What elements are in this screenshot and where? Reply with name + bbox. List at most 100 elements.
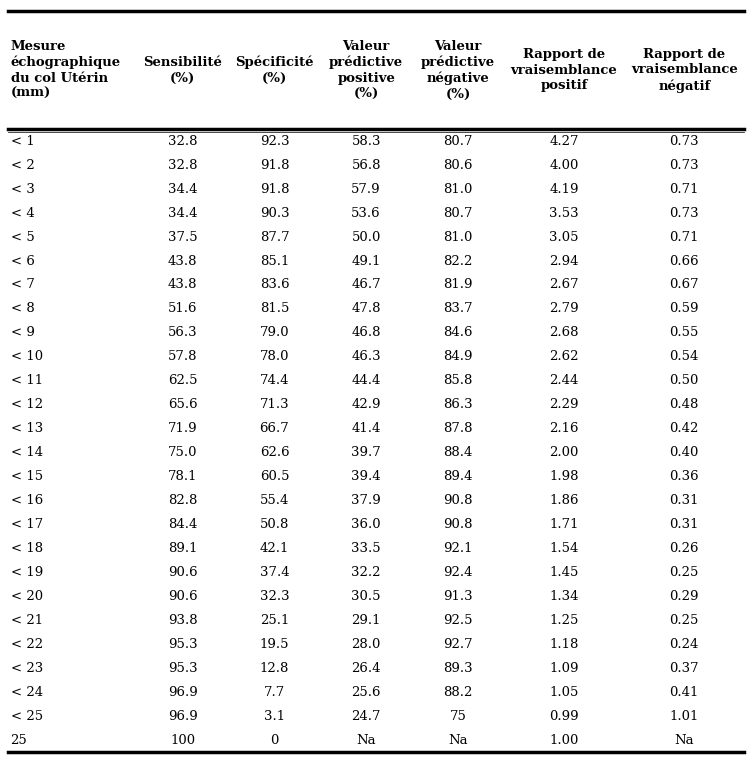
Text: 53.6: 53.6 bbox=[351, 207, 381, 220]
Text: 56.3: 56.3 bbox=[168, 327, 198, 340]
Text: 0.50: 0.50 bbox=[669, 375, 699, 388]
Text: Spécificité
(%): Spécificité (%) bbox=[235, 55, 314, 85]
Text: 2.68: 2.68 bbox=[549, 327, 579, 340]
Text: 0.40: 0.40 bbox=[669, 446, 699, 459]
Text: 0.73: 0.73 bbox=[669, 159, 699, 172]
Text: < 3: < 3 bbox=[11, 182, 35, 195]
Text: Sensibilité
(%): Sensibilité (%) bbox=[144, 56, 222, 84]
Text: 46.3: 46.3 bbox=[351, 350, 381, 363]
Text: < 6: < 6 bbox=[11, 255, 35, 268]
Text: 0.42: 0.42 bbox=[669, 423, 699, 435]
Text: 84.6: 84.6 bbox=[443, 327, 473, 340]
Text: 62.5: 62.5 bbox=[168, 375, 198, 388]
Text: 91.8: 91.8 bbox=[259, 159, 290, 172]
Text: 0.48: 0.48 bbox=[669, 398, 699, 411]
Text: 91.8: 91.8 bbox=[259, 182, 290, 195]
Text: 92.5: 92.5 bbox=[443, 614, 473, 627]
Text: < 10: < 10 bbox=[11, 350, 43, 363]
Text: 88.4: 88.4 bbox=[443, 446, 472, 459]
Text: 1.34: 1.34 bbox=[549, 590, 579, 603]
Text: 41.4: 41.4 bbox=[351, 423, 381, 435]
Text: 89.4: 89.4 bbox=[443, 470, 473, 483]
Text: < 1: < 1 bbox=[11, 135, 35, 147]
Text: < 2: < 2 bbox=[11, 159, 35, 172]
Text: 51.6: 51.6 bbox=[168, 302, 198, 315]
Text: 0.31: 0.31 bbox=[669, 518, 699, 531]
Text: 79.0: 79.0 bbox=[259, 327, 290, 340]
Text: 4.27: 4.27 bbox=[549, 135, 579, 147]
Text: 32.2: 32.2 bbox=[351, 566, 381, 579]
Text: Valeur
prédictive
positive
(%): Valeur prédictive positive (%) bbox=[329, 40, 403, 100]
Text: 37.4: 37.4 bbox=[259, 566, 290, 579]
Text: 1.45: 1.45 bbox=[549, 566, 578, 579]
Text: 39.7: 39.7 bbox=[351, 446, 381, 459]
Text: 24.7: 24.7 bbox=[351, 710, 381, 723]
Text: 71.3: 71.3 bbox=[259, 398, 290, 411]
Text: 0.99: 0.99 bbox=[549, 710, 579, 723]
Text: 2.00: 2.00 bbox=[549, 446, 578, 459]
Text: 12.8: 12.8 bbox=[259, 662, 290, 675]
Text: 3.05: 3.05 bbox=[549, 230, 579, 243]
Text: 4.19: 4.19 bbox=[549, 182, 579, 195]
Text: 47.8: 47.8 bbox=[351, 302, 381, 315]
Text: 84.4: 84.4 bbox=[168, 518, 198, 531]
Text: 42.1: 42.1 bbox=[259, 542, 290, 555]
Text: 1.00: 1.00 bbox=[549, 734, 578, 747]
Text: 81.0: 81.0 bbox=[443, 182, 472, 195]
Text: 100: 100 bbox=[170, 734, 196, 747]
Text: < 12: < 12 bbox=[11, 398, 43, 411]
Text: < 11: < 11 bbox=[11, 375, 43, 388]
Text: 96.9: 96.9 bbox=[168, 710, 198, 723]
Text: 90.8: 90.8 bbox=[443, 518, 473, 531]
Text: < 19: < 19 bbox=[11, 566, 43, 579]
Text: Valeur
prédictive
négative
(%): Valeur prédictive négative (%) bbox=[421, 40, 495, 100]
Text: Mesure
échographique
du col Utérin
(mm): Mesure échographique du col Utérin (mm) bbox=[11, 40, 120, 100]
Text: 19.5: 19.5 bbox=[259, 638, 290, 651]
Text: < 5: < 5 bbox=[11, 230, 35, 243]
Text: 37.5: 37.5 bbox=[168, 230, 198, 243]
Text: 80.7: 80.7 bbox=[443, 135, 473, 147]
Text: 7.7: 7.7 bbox=[264, 686, 285, 699]
Text: 32.3: 32.3 bbox=[259, 590, 290, 603]
Text: 86.3: 86.3 bbox=[443, 398, 473, 411]
Text: < 4: < 4 bbox=[11, 207, 35, 220]
Text: 95.3: 95.3 bbox=[168, 662, 198, 675]
Text: 83.6: 83.6 bbox=[259, 278, 290, 292]
Text: 56.8: 56.8 bbox=[351, 159, 381, 172]
Text: 46.7: 46.7 bbox=[351, 278, 381, 292]
Text: 0.59: 0.59 bbox=[669, 302, 699, 315]
Text: < 25: < 25 bbox=[11, 710, 43, 723]
Text: 0.54: 0.54 bbox=[669, 350, 699, 363]
Text: < 21: < 21 bbox=[11, 614, 43, 627]
Text: 0.25: 0.25 bbox=[669, 566, 699, 579]
Text: Na: Na bbox=[675, 734, 694, 747]
Text: 0.55: 0.55 bbox=[669, 327, 699, 340]
Text: 82.8: 82.8 bbox=[168, 494, 198, 507]
Text: 2.79: 2.79 bbox=[549, 302, 579, 315]
Text: 80.6: 80.6 bbox=[443, 159, 473, 172]
Text: 96.9: 96.9 bbox=[168, 686, 198, 699]
Text: 2.67: 2.67 bbox=[549, 278, 579, 292]
Text: Rapport de
vraisemblance
positif: Rapport de vraisemblance positif bbox=[511, 49, 617, 92]
Text: 89.1: 89.1 bbox=[168, 542, 198, 555]
Text: 78.0: 78.0 bbox=[259, 350, 290, 363]
Text: 43.8: 43.8 bbox=[168, 255, 198, 268]
Text: 1.05: 1.05 bbox=[549, 686, 578, 699]
Text: < 17: < 17 bbox=[11, 518, 43, 531]
Text: 2.29: 2.29 bbox=[549, 398, 579, 411]
Text: 90.6: 90.6 bbox=[168, 566, 198, 579]
Text: 0.73: 0.73 bbox=[669, 135, 699, 147]
Text: 78.1: 78.1 bbox=[168, 470, 198, 483]
Text: 92.7: 92.7 bbox=[443, 638, 473, 651]
Text: 0: 0 bbox=[270, 734, 279, 747]
Text: 43.8: 43.8 bbox=[168, 278, 198, 292]
Text: 39.4: 39.4 bbox=[351, 470, 381, 483]
Text: 25.6: 25.6 bbox=[351, 686, 381, 699]
Text: 30.5: 30.5 bbox=[351, 590, 381, 603]
Text: 1.25: 1.25 bbox=[549, 614, 578, 627]
Text: < 9: < 9 bbox=[11, 327, 35, 340]
Text: 85.1: 85.1 bbox=[259, 255, 290, 268]
Text: 87.7: 87.7 bbox=[259, 230, 290, 243]
Text: < 23: < 23 bbox=[11, 662, 43, 675]
Text: 1.18: 1.18 bbox=[549, 638, 578, 651]
